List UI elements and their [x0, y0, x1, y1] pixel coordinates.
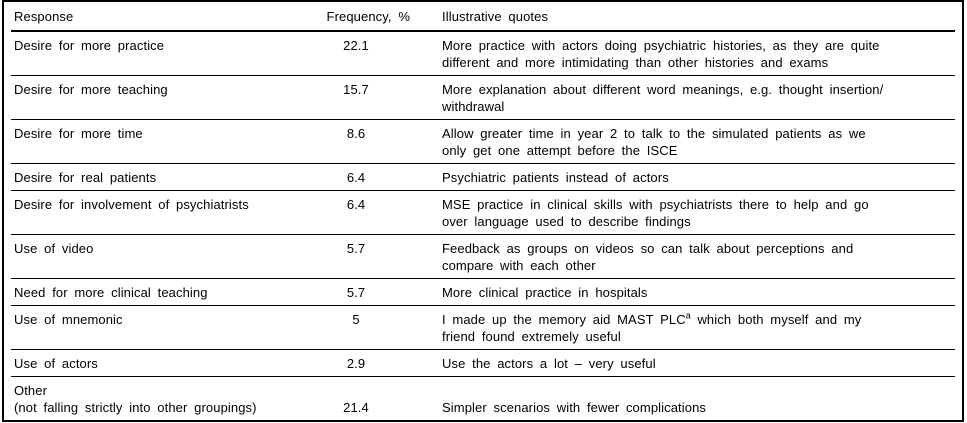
response-text: (not falling strictly into other groupin…	[14, 400, 257, 415]
frequency-cell: 5.7	[300, 235, 412, 278]
response-cell: Use of video	[4, 235, 300, 278]
response-cell: Other (not falling strictly into other gr…	[4, 377, 300, 420]
quote-text: over language used to describe findings	[442, 214, 691, 229]
table-row: Other (not falling strictly into other gr…	[4, 377, 962, 420]
column-header-response-label: Response	[14, 9, 74, 24]
column-header-frequency: Frequency, %	[300, 2, 412, 30]
column-header-response: Response	[4, 2, 300, 30]
quote-text: compare with each other	[442, 258, 596, 273]
response-text: Use of actors	[14, 356, 98, 371]
table-row: Use of video 5.7 Feedback as groups on vid…	[4, 235, 962, 278]
response-text: Desire for more teaching	[14, 82, 168, 97]
frequency-value: 5.7	[346, 285, 366, 300]
response-text: Use of video	[14, 241, 94, 256]
response-text: Desire for more practice	[14, 38, 165, 53]
frequency-value: 5	[352, 312, 360, 327]
quote-text: Feedback as groups on videos so can talk…	[442, 241, 854, 256]
response-cell: Use of actors	[4, 350, 300, 376]
frequency-value: 6.4	[346, 170, 366, 185]
response-cell: Desire for involvement of psychiatrists	[4, 191, 300, 234]
frequency-cell: 2.9	[300, 350, 412, 376]
frequency-cell: 15.7	[300, 76, 412, 119]
response-text: Other	[14, 383, 48, 398]
table-body: Desire for more practice 22.1 More practic…	[4, 32, 962, 420]
frequency-cell: 22.1	[300, 32, 412, 75]
column-header-quotes: Illustrative quotes	[412, 2, 962, 30]
quote-cell: Simpler scenarios with fewer complicatio…	[412, 394, 962, 420]
row-divider	[11, 234, 955, 235]
response-cell: Desire for more teaching	[4, 76, 300, 119]
response-cell: Need for more clinical teaching	[4, 279, 300, 305]
column-header-quotes-label: Illustrative quotes	[442, 9, 549, 24]
quote-cell: Allow greater time in year 2 to talk to …	[412, 120, 962, 163]
header-divider	[11, 30, 955, 32]
table-row: Use of mnemonic 5 I made up the memory aid…	[4, 306, 962, 349]
frequency-cell: 8.6	[300, 120, 412, 163]
frequency-cell: 5	[300, 306, 412, 349]
table-row: Desire for more practice 22.1 More practic…	[4, 32, 962, 75]
table-header-row: Response Frequency, % Illustrative quote…	[4, 2, 962, 30]
column-header-frequency-label: Frequency, %	[326, 9, 410, 24]
response-cell: Desire for real patients	[4, 164, 300, 190]
quote-text: Allow greater time in year 2 to talk to …	[442, 126, 866, 141]
quote-text: Use the actors a lot – very useful	[442, 356, 656, 371]
quote-cell: Psychiatric patients instead of actors	[412, 164, 962, 190]
response-cell: Desire for more practice	[4, 32, 300, 75]
response-text: Desire for real patients	[14, 170, 157, 185]
quote-text: withdrawal	[442, 99, 505, 114]
row-divider	[11, 119, 955, 120]
table-row: Desire for real patients 6.4 Psychiatric p…	[4, 164, 962, 190]
response-text: Use of mnemonic	[14, 312, 123, 327]
row-divider	[11, 349, 955, 350]
quote-cell: More clinical practice in hospitals	[412, 279, 962, 305]
frequency-cell: 5.7	[300, 279, 412, 305]
frequency-value: 6.4	[346, 197, 366, 212]
quote-cell: I made up the memory aid MAST PLCa which…	[412, 306, 962, 349]
frequency-value: 5.7	[346, 241, 366, 256]
table-row: Desire for involvement of psychiatrists 6…	[4, 191, 962, 234]
frequency-value: 2.9	[346, 356, 366, 371]
quote-cell: Use the actors a lot – very useful	[412, 350, 962, 376]
row-divider	[11, 190, 955, 191]
frequency-cell: 6.4	[300, 191, 412, 234]
quote-text: More clinical practice in hospitals	[442, 285, 648, 300]
quote-text: MSE practice in clinical skills with psy…	[442, 197, 869, 212]
table-row: Desire for more teaching 15.7 More explana…	[4, 76, 962, 119]
table-row: Need for more clinical teaching 5.7 More c…	[4, 279, 962, 305]
quote-text: More practice with actors doing psychiat…	[442, 38, 880, 53]
quote-text: friend found extremely useful	[442, 329, 621, 344]
response-cell: Use of mnemonic	[4, 306, 300, 349]
row-divider	[11, 376, 955, 377]
row-divider	[11, 75, 955, 76]
quote-text: only get one attempt before the ISCE	[442, 143, 678, 158]
frequency-cell: 6.4	[300, 164, 412, 190]
frequency-value: 15.7	[343, 82, 369, 97]
quote-cell: Feedback as groups on videos so can talk…	[412, 235, 962, 278]
row-divider	[11, 305, 955, 306]
response-text: Desire for more time	[14, 126, 143, 141]
frequency-value: 8.6	[346, 126, 366, 141]
quote-cell: MSE practice in clinical skills with psy…	[412, 191, 962, 234]
quote-text: More explanation about different word me…	[442, 82, 884, 97]
quote-text: Simpler scenarios with fewer complicatio…	[442, 400, 707, 415]
response-text: Desire for involvement of psychiatrists	[14, 197, 249, 212]
response-text: Need for more clinical teaching	[14, 285, 208, 300]
response-cell: Desire for more time	[4, 120, 300, 163]
table-row: Desire for more time 8.6 Allow greater tim…	[4, 120, 962, 163]
frequency-cell: 21.4	[300, 394, 412, 420]
quote-cell: More practice with actors doing psychiat…	[412, 32, 962, 75]
row-divider	[11, 278, 955, 279]
quote-text: different and more intimidating than oth…	[442, 55, 829, 70]
quote-text: Psychiatric patients instead of actors	[442, 170, 669, 185]
quote-cell: More explanation about different word me…	[412, 76, 962, 119]
frequency-value: 22.1	[343, 38, 369, 53]
row-divider	[11, 163, 955, 164]
footnote-marker: a	[685, 310, 691, 321]
frequency-value: 21.4	[343, 400, 369, 415]
quote-text: I made up the memory aid MAST PLCa which…	[442, 310, 862, 327]
table-row: Use of actors 2.9 Use the actors a lot – v…	[4, 350, 962, 376]
